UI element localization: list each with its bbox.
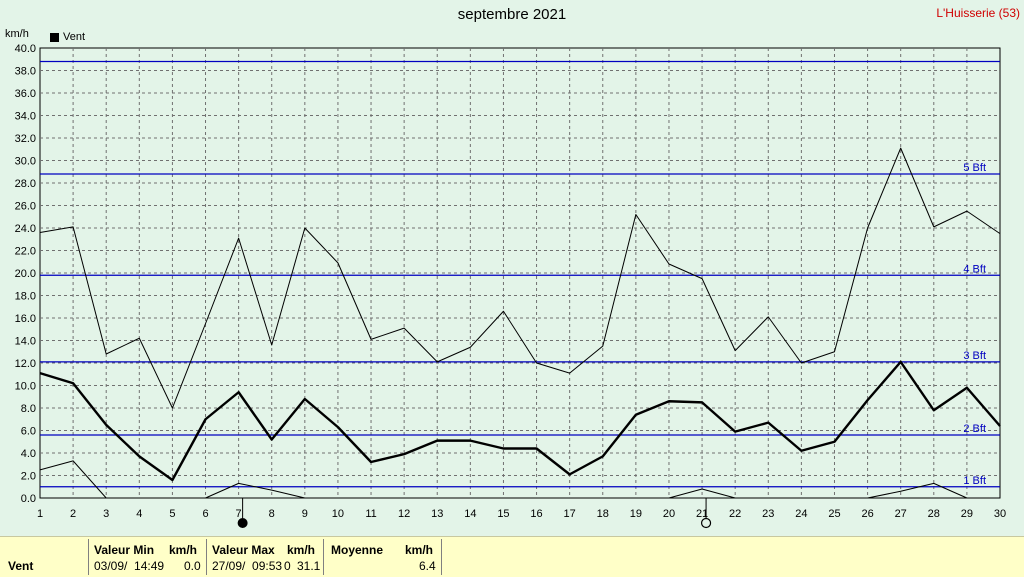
series-layer (39, 147, 1001, 499)
max-overlap-char: 0 (284, 559, 291, 573)
beaufort-label: 1 Bft (963, 475, 986, 487)
x-tick-label: 22 (729, 508, 741, 520)
series-line-2 (867, 482, 968, 499)
x-tick-label: 7 (236, 508, 242, 520)
max-time: 27/09/ 09:53 (212, 559, 283, 573)
y-tick-label: 38.0 (15, 66, 36, 78)
x-tick-label: 29 (961, 508, 973, 520)
max-header: Valeur Max (212, 543, 275, 557)
y-tick-label: 12.0 (15, 358, 36, 370)
stats-divider (206, 539, 207, 575)
x-tick-labels: 1 2 3 4 5 6 7 8 9 10 11 12 13 14 15 16 17 18 19 20 21 22 23 24 2… (37, 508, 1006, 520)
x-tick-label: 21 (696, 508, 708, 520)
y-tick-label: 30.0 (15, 156, 36, 168)
new-moon-icon (237, 518, 248, 528)
y-tick-labels: 0.0 2.0 4.0 6.0 8.0 10.0 12.0 14.0 16.0 18.0 20.0 2… (15, 43, 36, 505)
x-tick-label: 25 (828, 508, 840, 520)
legend-swatch (50, 32, 59, 42)
x-tick-label: 14 (464, 508, 476, 520)
wind-chart: 1 Bft 2 Bft 3 Bft 4 Bft 5 Bft 0.0 2.0 4.0 6.0 8.… (15, 43, 1006, 529)
x-tick-label: 9 (302, 508, 308, 520)
y-tick-label: 28.0 (15, 178, 36, 190)
series-line-2 (205, 482, 305, 499)
full-moon-icon (700, 517, 712, 529)
x-tick-label: 11 (365, 508, 376, 520)
y-tick-label: 6.0 (21, 426, 36, 438)
x-tick-label: 23 (762, 508, 774, 520)
legend: Vent (50, 31, 85, 43)
y-tick-label: 14.0 (15, 336, 36, 348)
min-time: 03/09/ 14:49 (94, 559, 165, 573)
x-tick-label: 10 (332, 508, 344, 520)
beaufort-lines: 1 Bft 2 Bft 3 Bft 4 Bft 5 Bft (40, 60, 1000, 488)
y-tick-label: 10.0 (15, 381, 36, 393)
x-tick-label: 12 (398, 508, 410, 520)
x-tick-label: 18 (597, 508, 609, 520)
avg-header: Moyenne (331, 543, 384, 557)
x-tick-label: 15 (497, 508, 509, 520)
x-tick-label: 3 (103, 508, 109, 520)
x-tick-label: 19 (630, 508, 642, 520)
y-tick-label: 24.0 (15, 223, 36, 235)
stats-divider (323, 539, 324, 575)
grid (40, 48, 1000, 498)
series-line-1 (39, 147, 1001, 409)
y-tick-label: 34.0 (15, 111, 36, 123)
y-tick-label: 16.0 (15, 313, 36, 325)
x-tick-label: 24 (795, 508, 807, 520)
moon-phases (237, 498, 712, 529)
y-tick-label: 8.0 (21, 403, 36, 415)
x-tick-label: 27 (895, 508, 907, 520)
x-tick-label: 5 (169, 508, 175, 520)
x-tick-label: 30 (994, 508, 1006, 520)
x-tick-label: 2 (70, 508, 76, 520)
x-tick-label: 6 (202, 508, 208, 520)
x-tick-label: 26 (861, 508, 873, 520)
series-line-2 (39, 460, 107, 499)
y-tick-label: 20.0 (15, 268, 36, 280)
y-tick-label: 0.0 (21, 493, 36, 505)
min-value: 0.0 (184, 559, 201, 573)
beaufort-label: 5 Bft (963, 162, 986, 174)
y-tick-label: 22.0 (15, 246, 36, 258)
stats-row-label: Vent (8, 559, 34, 573)
x-tick-label: 1 (37, 508, 43, 520)
y-tick-label: 26.0 (15, 201, 36, 213)
min-unit: km/h (169, 543, 198, 557)
y-tick-label: 4.0 (21, 448, 36, 460)
stats-divider (88, 539, 89, 575)
chart-title: septembre 2021 (457, 6, 567, 23)
y-tick-label: 32.0 (15, 133, 36, 145)
max-unit: km/h (287, 543, 316, 557)
x-tick-label: 20 (663, 508, 675, 520)
stats-panel: Vent Valeur Min km/h 03/09/ 14:49 0.0 Va… (0, 536, 1024, 577)
x-tick-label: 28 (928, 508, 940, 520)
y-axis-unit: km/h (5, 28, 29, 40)
beaufort-label: 3 Bft (963, 350, 986, 362)
series-line-2 (668, 488, 736, 499)
beaufort-label: 2 Bft (963, 423, 986, 435)
avg-value: 6.4 (419, 559, 436, 573)
y-tick-label: 18.0 (15, 291, 36, 303)
max-value: 31.1 (297, 559, 321, 573)
y-tick-label: 40.0 (15, 43, 36, 55)
series-line-0 (39, 360, 1001, 482)
stats-divider (441, 539, 442, 575)
min-header: Valeur Min (94, 543, 155, 557)
avg-unit: km/h (405, 543, 434, 557)
y-tick-label: 2.0 (21, 471, 36, 483)
legend-label: Vent (63, 31, 86, 43)
x-tick-label: 4 (136, 508, 142, 520)
beaufort-label: 4 Bft (963, 263, 986, 275)
x-tick-label: 13 (431, 508, 443, 520)
y-tick-label: 36.0 (15, 88, 36, 100)
x-tick-label: 8 (269, 508, 275, 520)
x-tick-label: 17 (564, 508, 576, 520)
x-tick-label: 16 (530, 508, 542, 520)
station-name: L'Huisserie (53) (936, 6, 1020, 20)
